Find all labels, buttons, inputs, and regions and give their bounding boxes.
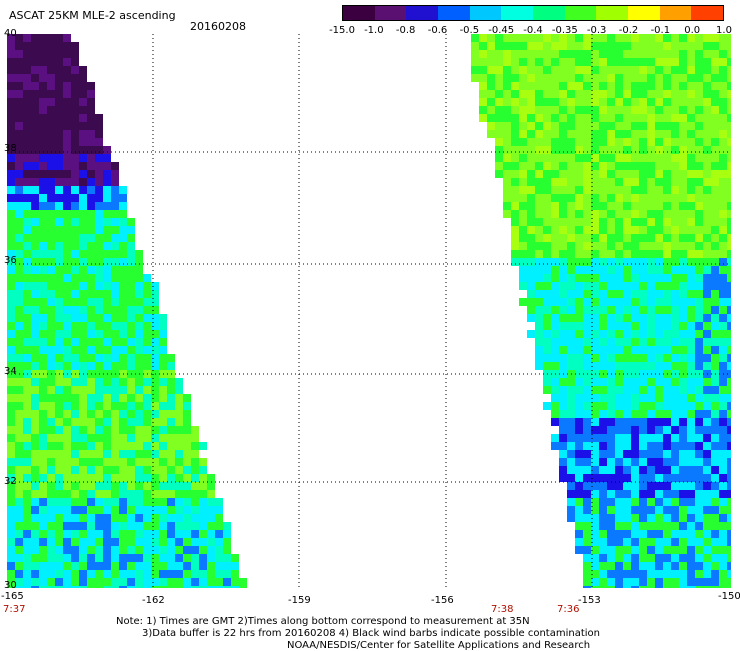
colorbar-tick-label: -0.6 — [427, 25, 448, 36]
time-label-left: 7:37 — [3, 604, 26, 615]
chart-date: 20160208 — [190, 20, 246, 33]
colorbar-swatch — [438, 6, 470, 20]
colorbar-tick-label: -0.3 — [586, 25, 607, 36]
colorbar-tick-label: -0.4 — [523, 25, 543, 36]
lat-label-40: 40 — [4, 28, 17, 39]
chart-title: ASCAT 25KM MLE-2 ascending — [9, 9, 176, 22]
colorbar-swatch — [501, 6, 534, 20]
colorbar-tick-label: -0.35 — [551, 25, 578, 36]
time-label-right: 7:36 — [557, 604, 580, 615]
colorbar-tick-label: -0.5 — [459, 25, 480, 36]
colorbar-swatch — [533, 6, 565, 20]
note-line-3: NOAA/NESDIS/Center for Satellite Applica… — [287, 640, 591, 651]
colorbar-tick-label: 1.0 — [716, 25, 732, 36]
colorbar-swatch — [659, 6, 692, 20]
colorbar-tick-label: -15.0 — [329, 25, 355, 36]
colorbar-tick-label: -1.0 — [364, 25, 384, 36]
colorbar-swatch — [343, 6, 375, 20]
colorbar-swatch — [406, 6, 439, 20]
colorbar-tick-label: 0.0 — [684, 25, 701, 36]
colorbar-tick-label: -0.1 — [650, 25, 671, 36]
lat-label-36: 36 — [4, 255, 17, 266]
lon-label-162: -162 — [142, 595, 165, 606]
time-label-mid: 7:38 — [491, 604, 514, 615]
note-line-1: Note: 1) Times are GMT 2)Times along bot… — [116, 616, 530, 627]
note-line-2: 3)Data buffer is 22 hrs from 20160208 4)… — [142, 628, 600, 639]
colorbar-swatch — [374, 6, 407, 20]
lat-label-32: 32 — [4, 476, 17, 487]
grid-lines — [7, 34, 731, 588]
colorbar-swatch — [564, 6, 597, 20]
lon-label-165: -165 — [1, 591, 24, 602]
colorbar-swatch — [596, 6, 629, 20]
colorbar-tick-label: -0.45 — [488, 25, 515, 36]
data-cells — [7, 34, 731, 588]
lat-label-34: 34 — [4, 366, 17, 377]
colorbar-tick-label: -0.8 — [395, 25, 416, 36]
colorbar — [342, 5, 724, 21]
lat-label-38: 38 — [4, 143, 17, 154]
lon-label-153: -153 — [578, 595, 601, 606]
colorbar-swatch — [469, 6, 502, 20]
colorbar-tick-label: -0.2 — [618, 25, 639, 36]
wind-map — [7, 34, 731, 588]
colorbar-swatch — [628, 6, 660, 20]
lon-label-150: -150 — [718, 591, 740, 602]
colorbar-swatch — [691, 6, 724, 20]
lon-label-159: -159 — [288, 595, 311, 606]
lon-label-156: -156 — [431, 595, 454, 606]
lat-label-30: 30 — [4, 580, 17, 591]
